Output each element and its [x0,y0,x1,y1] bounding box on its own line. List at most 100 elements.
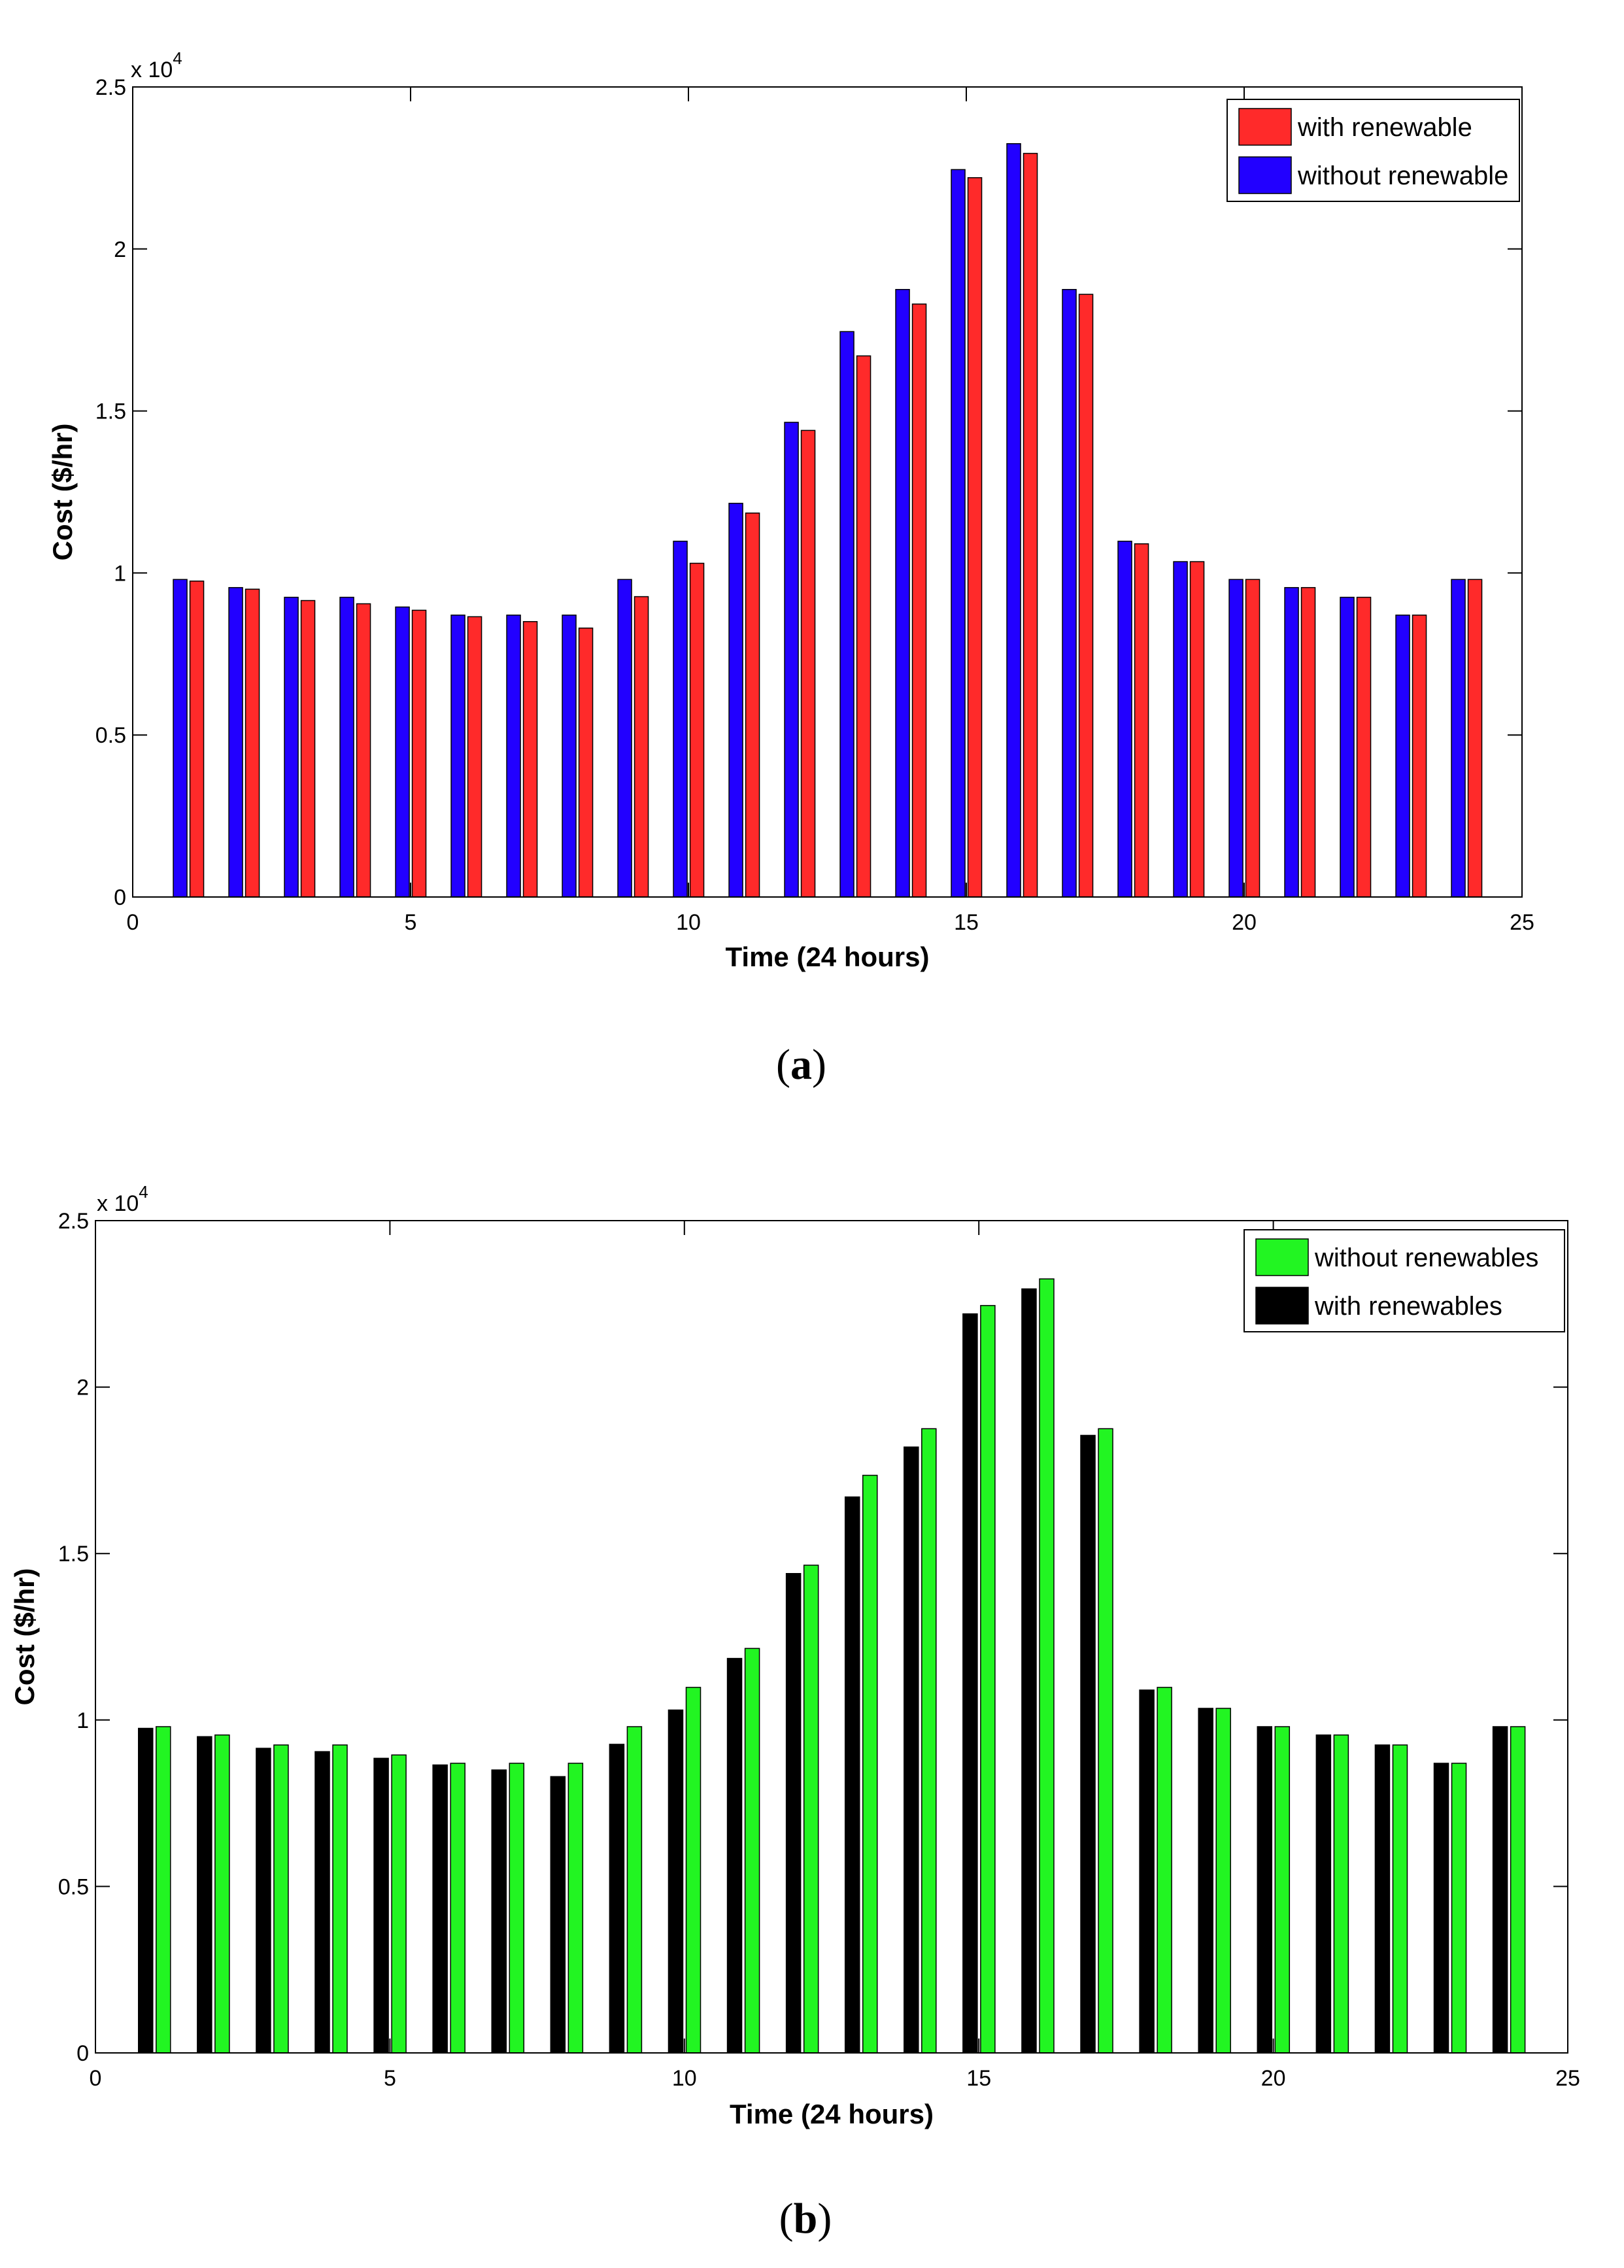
panel-paren-open: ( [779,2195,794,2243]
bar-with-renewable-11 [745,512,760,898]
bar-without-renewables-3 [273,1744,289,2054]
bar-with-renewables-9 [609,1744,625,2054]
panel-paren-open: ( [776,1041,790,1089]
bar-with-renewable-16 [1023,152,1038,898]
bar-without-renewable-17 [1062,289,1077,898]
x-tick-label: 25 [1510,910,1534,935]
bar-without-renewables-11 [744,1648,760,2054]
y-tick-label: 1.5 [58,1542,89,1566]
y-tick-label: 1 [76,1708,89,1733]
bar-without-renewable-3 [284,596,299,898]
x-axis-title: Time (24 hours) [730,2099,934,2129]
panel-letter: b [794,2195,818,2243]
bar-without-renewable-2 [228,586,243,898]
bar-with-renewable-24 [1467,579,1483,898]
x-tick-label: 15 [954,910,979,935]
bar-without-renewables-7 [509,1763,525,2054]
bar-without-renewable-4 [339,596,354,898]
bar-with-renewable-18 [1134,543,1149,898]
bar-with-renewable-9 [634,596,649,898]
legend-swatch [1255,1238,1309,1276]
y-axis-multiplier: x 104 [97,1182,148,1216]
bar-with-renewables-7 [491,1769,507,2054]
bar-without-renewables-8 [567,1763,584,2054]
x-tick-label: 5 [384,2066,396,2091]
bar-without-renewables-12 [803,1565,819,2054]
bar-with-renewables-10 [668,1709,684,2054]
bar-without-renewable-1 [173,579,188,898]
bar-without-renewable-11 [728,503,743,898]
x-tick-label: 15 [966,2066,991,2091]
y-tick-label: 1 [114,561,126,586]
bar-without-renewables-16 [1039,1278,1055,2054]
bar-without-renewable-5 [395,606,410,898]
bar-without-renewable-13 [839,331,854,898]
bar-without-renewable-20 [1228,579,1243,898]
bar-with-renewables-15 [962,1313,978,2054]
bar-with-renewables-18 [1139,1689,1155,2054]
multiplier-base: x 10 [97,1191,139,1216]
bar-with-renewables-21 [1315,1734,1332,2054]
bar-with-renewable-21 [1300,586,1316,898]
bar-without-renewable-9 [617,579,632,898]
bar-without-renewable-19 [1173,561,1188,898]
bar-without-renewables-9 [626,1726,643,2054]
bar-with-renewables-17 [1080,1434,1096,2054]
bar-with-renewables-11 [726,1657,743,2054]
y-tick-label: 2.5 [95,75,126,100]
bar-without-renewable-15 [951,169,966,898]
bar-without-renewables-19 [1215,1708,1231,2054]
legend-swatch [1238,156,1292,194]
bar-without-renewables-4 [332,1744,348,2054]
bar-with-renewables-19 [1198,1708,1213,2054]
bar-with-renewables-22 [1374,1744,1391,2054]
bar-with-renewable-23 [1412,615,1427,898]
legend-label: without renewables [1314,1244,1538,1272]
y-tick-label: 0 [114,885,126,910]
chart-panel-a: 0 5 10 15 20 25 0 0.5 1 1.5 2 2.5x 104 Time (24 hour… [47,48,1534,1089]
bar-without-renewables-2 [214,1734,230,2054]
bar-without-renewable-6 [450,615,465,898]
bar-with-renewable-4 [356,603,371,898]
legend-swatch [1255,1287,1309,1325]
y-tick-label: 2 [114,237,126,262]
panel-label: (b) [779,2195,832,2243]
bar-with-renewable-1 [189,581,205,898]
bar-without-renewable-8 [562,615,577,898]
y-axis-title: Cost ($/hr) [47,424,78,561]
x-tick-label: 5 [405,910,417,935]
y-axis-multiplier: x 104 [131,48,182,82]
bar-without-renewable-18 [1117,541,1132,898]
bar-with-renewable-19 [1189,561,1205,898]
bar-with-renewables-16 [1021,1288,1037,2054]
x-tick-label: 0 [90,2066,102,2091]
panel-letter: a [790,1041,812,1089]
y-tick-label: 2.5 [58,1209,89,1234]
y-axis-title: Cost ($/hr) [9,1568,40,1706]
bar-with-renewables-24 [1492,1726,1508,2054]
bar-without-renewable-21 [1284,586,1299,898]
bar-without-renewables-10 [685,1687,702,2054]
multiplier-exponent: 4 [139,1182,148,1202]
bar-without-renewables-13 [862,1474,878,2054]
bar-with-renewables-2 [197,1736,212,2054]
bar-with-renewables-8 [550,1776,566,2054]
y-tick-label: 0 [76,2041,89,2066]
bar-with-renewable-22 [1356,596,1372,898]
bar-without-renewables-22 [1392,1744,1408,2054]
x-tick-label: 10 [672,2066,697,2091]
x-tick-label: 20 [1261,2066,1286,2091]
bar-without-renewables-20 [1274,1726,1291,2054]
x-tick-label: 10 [676,910,701,935]
bar-without-renewables-21 [1333,1734,1349,2054]
legend-label: without renewable [1297,161,1508,190]
bar-with-renewable-8 [578,627,594,898]
panel-paren-close: ) [812,1041,826,1089]
y-tick-label: 1.5 [95,399,126,424]
bar-with-renewables-5 [373,1757,389,2054]
bar-without-renewable-12 [784,422,799,898]
bar-with-renewable-14 [911,303,927,898]
multiplier-exponent: 4 [173,48,182,68]
bar-with-renewable-15 [967,177,983,898]
